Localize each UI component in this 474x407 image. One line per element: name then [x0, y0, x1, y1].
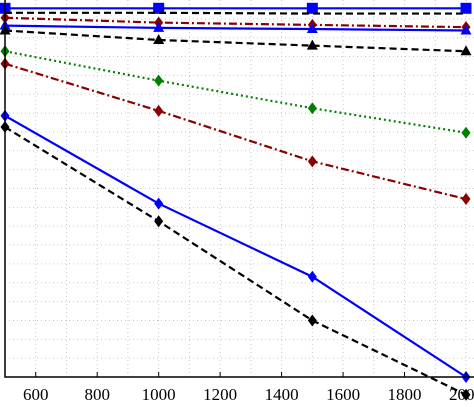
plot-frame	[4, 0, 474, 378]
series-4-marker	[306, 23, 318, 34]
x-tick-label: 1000	[142, 385, 176, 404]
series-1-marker	[153, 2, 165, 14]
series-group	[0, 2, 472, 401]
series-line-7	[4, 62, 467, 201]
x-tick-label: 600	[23, 385, 49, 404]
series-4-marker	[460, 24, 472, 35]
series-5-marker	[306, 39, 318, 50]
series-1-marker	[460, 2, 472, 14]
x-tick-label: 800	[84, 385, 110, 404]
series-6-marker	[154, 74, 164, 87]
series-6-marker	[461, 126, 471, 139]
series-5-marker	[153, 33, 165, 44]
series-line-3	[4, 16, 467, 29]
series-7-marker	[307, 155, 317, 168]
x-tick-label: 1600	[326, 385, 360, 404]
series-line-8	[4, 114, 467, 378]
series-line-5	[4, 29, 467, 53]
series-1-marker	[306, 2, 318, 14]
series-9-marker	[461, 388, 471, 401]
series-9-marker	[307, 314, 317, 327]
series-7-marker	[154, 104, 164, 117]
x-tick-label: 2000	[449, 385, 474, 404]
series-line-9	[4, 126, 467, 396]
x-tick-label: 1800	[388, 385, 422, 404]
series-9-marker	[154, 215, 164, 228]
series-8-marker	[307, 270, 317, 283]
x-axis: 600 800 1000 1200 1400 1600 1800 2000	[23, 372, 474, 404]
series-line-2	[5, 11, 466, 15]
x-tick-label: 1200	[203, 385, 237, 404]
series-8-marker	[154, 197, 164, 210]
grid	[5, 0, 474, 377]
series-line-4	[4, 24, 467, 32]
series-6-marker	[307, 102, 317, 115]
x-tick-label: 1400	[265, 385, 299, 404]
series-line-6	[4, 50, 467, 134]
series-5-marker	[460, 45, 472, 56]
series-4-marker	[153, 21, 165, 32]
series-7-marker	[461, 193, 471, 206]
